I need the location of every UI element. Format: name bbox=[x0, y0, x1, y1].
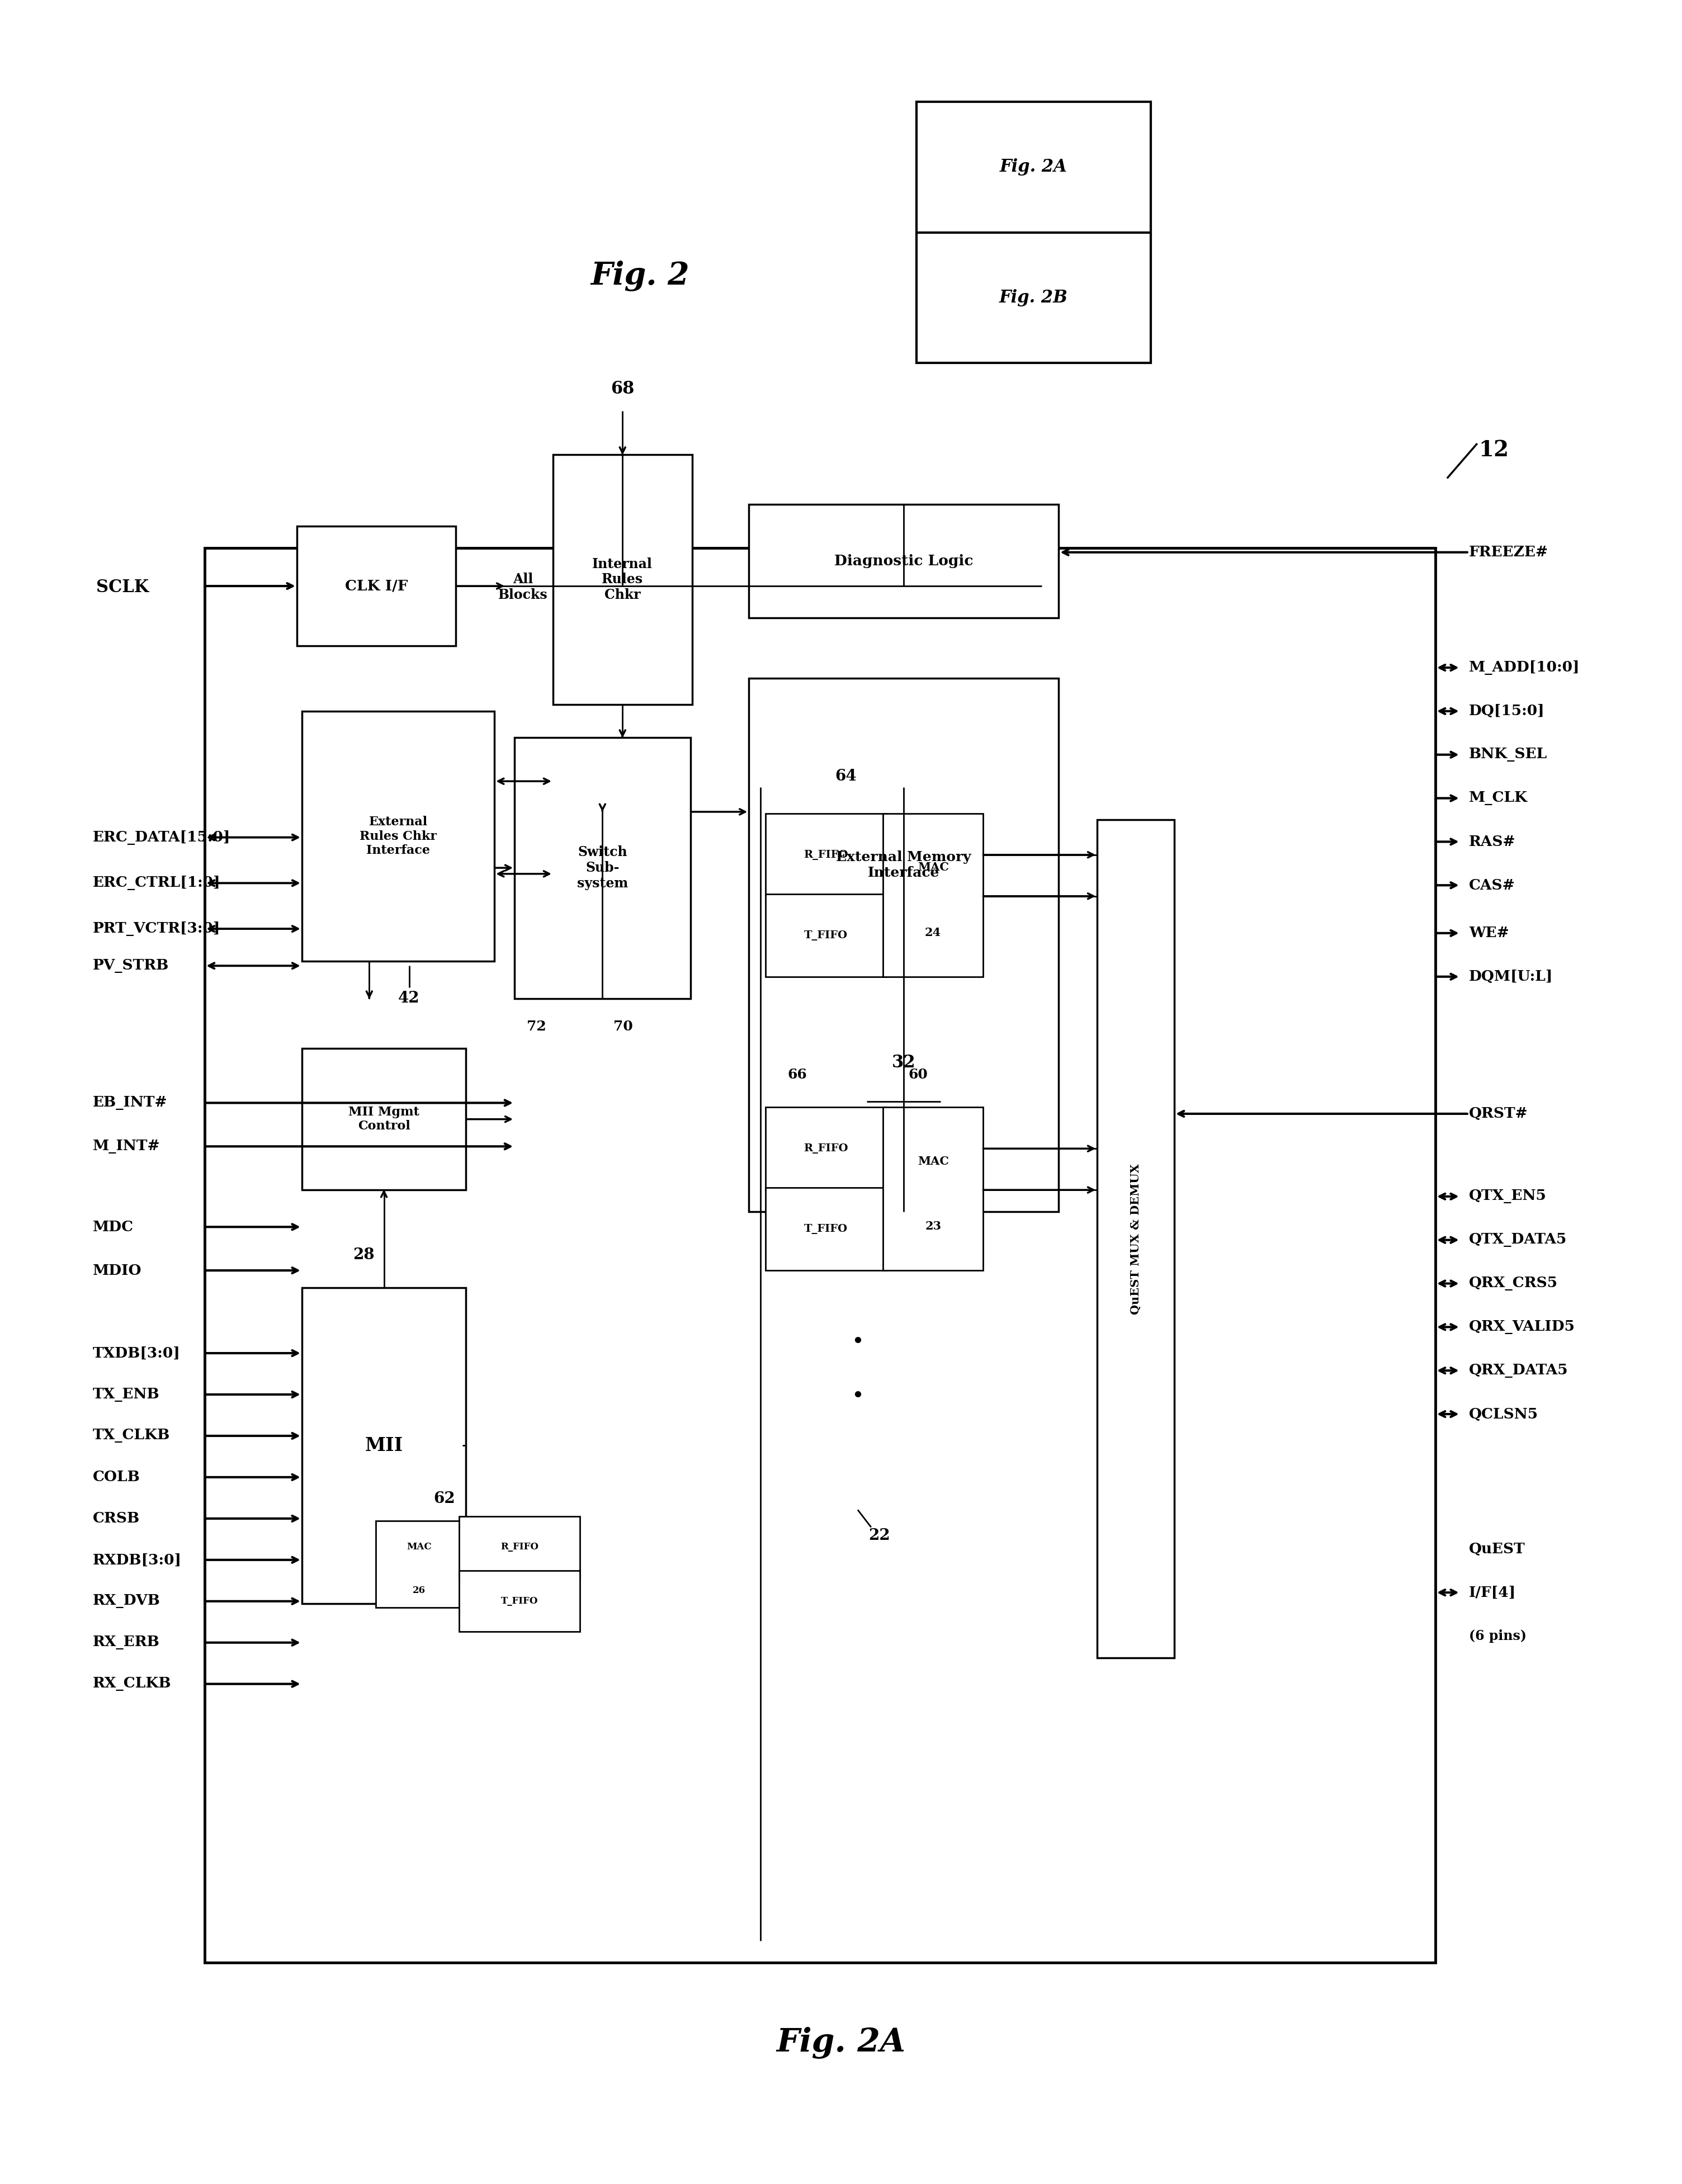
Text: T_FIFO: T_FIFO bbox=[804, 930, 848, 941]
Text: EB_INT#: EB_INT# bbox=[93, 1096, 167, 1109]
Text: MAC: MAC bbox=[917, 1155, 949, 1166]
Text: 32: 32 bbox=[891, 1053, 915, 1070]
Text: 62: 62 bbox=[434, 1492, 456, 1507]
Text: 23: 23 bbox=[925, 1221, 942, 1232]
Text: PRT_VCTR[3:0]: PRT_VCTR[3:0] bbox=[93, 922, 220, 937]
Text: •: • bbox=[851, 1332, 865, 1352]
Text: I/F[4]: I/F[4] bbox=[1468, 1586, 1515, 1599]
Text: TX_CLKB: TX_CLKB bbox=[93, 1428, 170, 1444]
Text: MII Mgmt
Control: MII Mgmt Control bbox=[348, 1105, 419, 1133]
Text: 24: 24 bbox=[925, 926, 942, 939]
Text: TXDB[3:0]: TXDB[3:0] bbox=[93, 1345, 180, 1361]
Text: DQM[U:L]: DQM[U:L] bbox=[1468, 970, 1552, 983]
Text: MAC: MAC bbox=[407, 1542, 432, 1551]
Text: ERC_DATA[15:0]: ERC_DATA[15:0] bbox=[93, 830, 230, 845]
Bar bbox=[301, 712, 495, 961]
Text: RX_DVB: RX_DVB bbox=[93, 1594, 160, 1607]
Text: QTX_EN5: QTX_EN5 bbox=[1468, 1190, 1546, 1203]
Text: RX_ERB: RX_ERB bbox=[93, 1636, 160, 1649]
Text: M_ADD[10:0]: M_ADD[10:0] bbox=[1468, 660, 1579, 675]
Bar bbox=[459, 1516, 580, 1577]
Text: T_FIFO: T_FIFO bbox=[804, 1223, 848, 1234]
Text: TX_ENB: TX_ENB bbox=[93, 1387, 160, 1402]
Text: QuEST: QuEST bbox=[1468, 1542, 1526, 1555]
Text: Fig. 2A: Fig. 2A bbox=[777, 2027, 905, 2060]
Bar bbox=[1097, 819, 1174, 1658]
Text: QRX_DATA5: QRX_DATA5 bbox=[1468, 1363, 1568, 1378]
Bar bbox=[917, 103, 1150, 363]
Bar bbox=[748, 679, 1058, 1212]
Text: 72: 72 bbox=[526, 1020, 547, 1033]
Bar bbox=[553, 454, 691, 705]
Text: MII: MII bbox=[365, 1437, 404, 1455]
Text: CRSB: CRSB bbox=[93, 1511, 140, 1527]
Text: COLB: COLB bbox=[93, 1470, 140, 1485]
Text: Switch
Sub-
system: Switch Sub- system bbox=[577, 845, 627, 891]
Text: 60: 60 bbox=[908, 1068, 928, 1081]
Text: R_FIFO: R_FIFO bbox=[804, 850, 848, 860]
Text: 42: 42 bbox=[399, 992, 421, 1007]
Bar bbox=[205, 548, 1435, 1963]
Text: CAS#: CAS# bbox=[1468, 878, 1515, 893]
Bar bbox=[301, 1048, 466, 1190]
Text: QRST#: QRST# bbox=[1468, 1107, 1527, 1120]
Text: External
Rules Chkr
Interface: External Rules Chkr Interface bbox=[360, 817, 437, 856]
Text: BNK_SEL: BNK_SEL bbox=[1468, 747, 1547, 762]
Text: WE#: WE# bbox=[1468, 926, 1509, 939]
Text: QRX_CRS5: QRX_CRS5 bbox=[1468, 1275, 1558, 1291]
Text: External Memory
Interface: External Memory Interface bbox=[836, 850, 971, 880]
Text: SCLK: SCLK bbox=[96, 579, 148, 596]
Text: 68: 68 bbox=[611, 380, 634, 397]
Text: QRX_VALID5: QRX_VALID5 bbox=[1468, 1319, 1574, 1334]
Text: QCLSN5: QCLSN5 bbox=[1468, 1406, 1539, 1422]
Text: R_FIFO: R_FIFO bbox=[501, 1542, 538, 1551]
Text: FREEZE#: FREEZE# bbox=[1468, 546, 1547, 559]
Text: RAS#: RAS# bbox=[1468, 834, 1515, 850]
Bar bbox=[765, 812, 886, 895]
Bar bbox=[298, 526, 456, 646]
Text: MAC: MAC bbox=[917, 863, 949, 874]
Text: DQ[15:0]: DQ[15:0] bbox=[1468, 703, 1544, 719]
Text: ERC_CTRL[1:0]: ERC_CTRL[1:0] bbox=[93, 876, 220, 891]
Text: 12: 12 bbox=[1478, 439, 1509, 461]
Bar bbox=[459, 1570, 580, 1631]
Text: 64: 64 bbox=[836, 769, 856, 784]
Bar bbox=[375, 1520, 463, 1607]
Text: Fig. 2: Fig. 2 bbox=[590, 260, 690, 290]
Text: •: • bbox=[851, 1387, 865, 1406]
Text: Internal
Rules
Chkr: Internal Rules Chkr bbox=[592, 557, 653, 603]
Bar bbox=[748, 505, 1058, 618]
Bar bbox=[765, 1107, 886, 1190]
Bar bbox=[765, 893, 886, 976]
Bar bbox=[301, 1289, 466, 1603]
Text: MDC: MDC bbox=[93, 1221, 133, 1234]
Bar bbox=[883, 812, 984, 976]
Text: M_CLK: M_CLK bbox=[1468, 791, 1527, 806]
Text: QTX_DATA5: QTX_DATA5 bbox=[1468, 1234, 1568, 1247]
Text: R_FIFO: R_FIFO bbox=[804, 1144, 848, 1153]
Text: Fig. 2A: Fig. 2A bbox=[999, 159, 1068, 175]
Text: T_FIFO: T_FIFO bbox=[501, 1597, 538, 1605]
Text: QuEST MUX & DEMUX: QuEST MUX & DEMUX bbox=[1130, 1164, 1142, 1315]
Text: RX_CLKB: RX_CLKB bbox=[93, 1677, 172, 1690]
Text: MDIO: MDIO bbox=[93, 1265, 141, 1278]
Text: 70: 70 bbox=[614, 1020, 632, 1033]
Bar bbox=[765, 1188, 886, 1271]
Text: 26: 26 bbox=[412, 1586, 426, 1594]
Text: 22: 22 bbox=[868, 1529, 890, 1544]
Text: (6 pins): (6 pins) bbox=[1468, 1629, 1527, 1642]
Bar bbox=[515, 738, 690, 998]
Text: CLK I/F: CLK I/F bbox=[345, 579, 407, 594]
Text: PV_STRB: PV_STRB bbox=[93, 959, 168, 972]
Text: M_INT#: M_INT# bbox=[93, 1140, 160, 1153]
Text: All
Blocks: All Blocks bbox=[498, 572, 548, 601]
Text: Diagnostic Logic: Diagnostic Logic bbox=[834, 555, 974, 568]
Text: RXDB[3:0]: RXDB[3:0] bbox=[93, 1553, 182, 1566]
Bar bbox=[883, 1107, 984, 1271]
Text: 28: 28 bbox=[353, 1247, 375, 1262]
Text: 66: 66 bbox=[787, 1068, 807, 1081]
Text: Fig. 2B: Fig. 2B bbox=[999, 288, 1068, 306]
